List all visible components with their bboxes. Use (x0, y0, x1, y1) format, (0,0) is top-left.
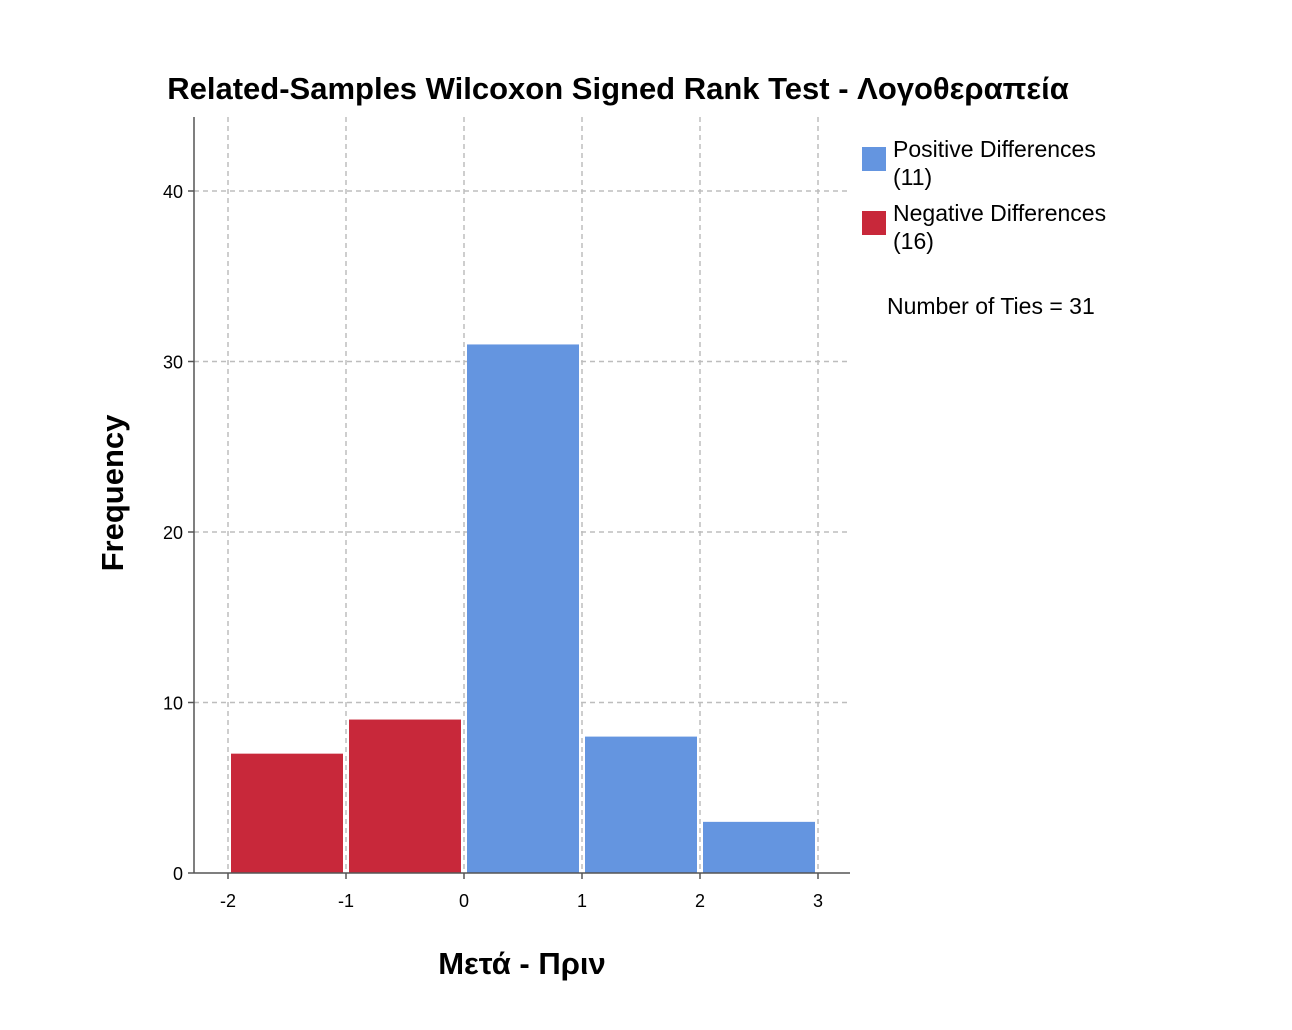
tick-labels: 0 10 20 30 40 -2 -1 0 1 2 3 (163, 182, 823, 911)
y-tick-label: 10 (163, 694, 183, 714)
x-axis-title: Μετά - Πριν (438, 946, 606, 981)
legend-swatch-positive (862, 147, 886, 171)
x-tick-label: -2 (220, 891, 236, 911)
x-tick-label: 0 (459, 891, 469, 911)
y-axis-title: Frequency (95, 414, 130, 572)
y-tick-label: 0 (173, 864, 183, 884)
legend-label-negative: Negative Differences (893, 200, 1106, 226)
legend-label-positive: Positive Differences (893, 136, 1096, 162)
legend: Positive Differences (11) Negative Diffe… (862, 136, 1106, 319)
bars (231, 344, 815, 873)
bar-2 (349, 719, 461, 873)
y-tick-label: 40 (163, 182, 183, 202)
x-tick-label: 3 (813, 891, 823, 911)
bar-5 (703, 821, 815, 873)
legend-count-positive: (11) (893, 164, 932, 190)
bar-1 (231, 753, 343, 873)
legend-count-negative: (16) (893, 228, 934, 254)
ties-annotation: Number of Ties = 31 (887, 293, 1095, 319)
axes (188, 117, 850, 879)
y-tick-label: 30 (163, 353, 183, 373)
x-tick-label: 2 (695, 891, 705, 911)
x-tick-label: -1 (338, 891, 354, 911)
x-tick-label: 1 (577, 891, 587, 911)
y-tick-label: 20 (163, 523, 183, 543)
bar-4 (585, 736, 697, 873)
bar-3 (467, 344, 579, 873)
chart-title: Related-Samples Wilcoxon Signed Rank Tes… (167, 71, 1069, 106)
legend-swatch-negative (862, 211, 886, 235)
